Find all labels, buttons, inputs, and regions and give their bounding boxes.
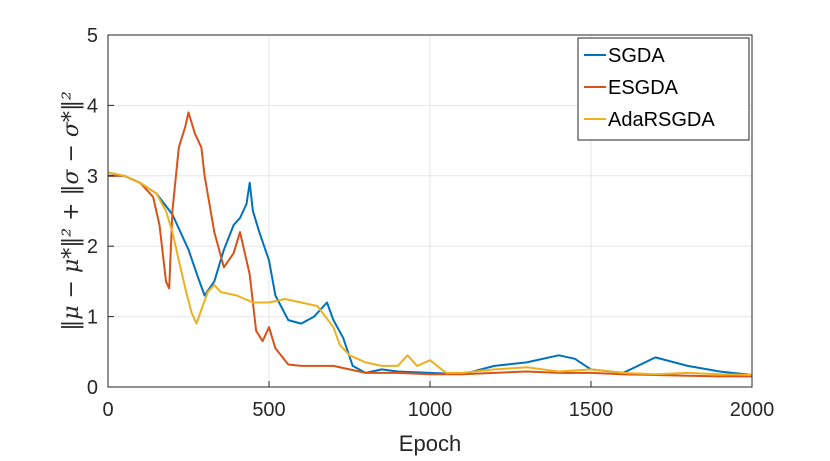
y-tick-label: 2 bbox=[87, 236, 98, 258]
legend-label-esgda: ESGDA bbox=[608, 77, 679, 99]
x-tick-label: 2000 bbox=[730, 399, 775, 421]
x-axis-label: Epoch bbox=[399, 431, 461, 456]
x-tick-label: 1500 bbox=[569, 399, 614, 421]
y-tick-label: 1 bbox=[87, 307, 98, 329]
legend-label-adarsgda: AdaRSGDA bbox=[608, 109, 715, 131]
y-tick-label: 3 bbox=[87, 166, 98, 188]
y-tick-label: 0 bbox=[87, 377, 98, 399]
series-line-esgda bbox=[108, 111, 752, 378]
legend: SGDA ESGDA AdaRSGDA bbox=[577, 37, 750, 141]
series-line-sgda bbox=[108, 174, 753, 376]
x-tick-label: 0 bbox=[102, 399, 113, 421]
legend-label-sgda: SGDA bbox=[608, 45, 665, 67]
x-axis-ticks: 0 500 1000 1500 2000 bbox=[102, 381, 774, 421]
y-axis-label: ‖μ − μ*‖² + ‖σ − σ*‖² bbox=[59, 91, 84, 331]
y-axis-ticks: 0 1 2 3 4 5 bbox=[87, 25, 114, 399]
x-tick-label: 1000 bbox=[408, 399, 453, 421]
series-lines bbox=[107, 111, 753, 378]
legend-box bbox=[577, 37, 750, 141]
series-line-adarsgda bbox=[107, 171, 753, 376]
x-tick-label: 500 bbox=[252, 399, 285, 421]
y-tick-label: 5 bbox=[87, 25, 98, 47]
y-tick-label: 4 bbox=[87, 95, 98, 117]
